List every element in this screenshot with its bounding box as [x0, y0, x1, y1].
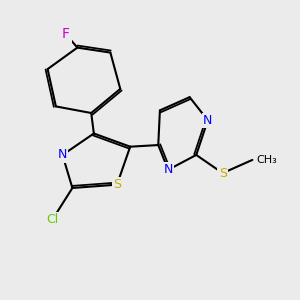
Text: S: S [113, 178, 121, 191]
Text: CH₃: CH₃ [257, 155, 278, 165]
Text: Cl: Cl [46, 213, 59, 226]
Text: S: S [219, 167, 227, 180]
Text: F: F [62, 27, 70, 41]
Text: N: N [203, 114, 212, 127]
Text: N: N [58, 148, 67, 161]
Text: N: N [164, 163, 173, 176]
